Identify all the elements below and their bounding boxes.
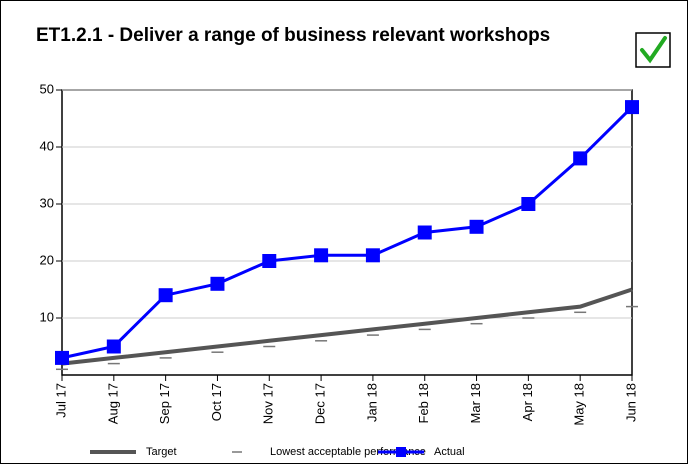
series-line [61,287,633,366]
point [365,248,380,263]
y-tick-label: 10 [40,309,54,324]
x-tick-label: Nov 17 [261,383,276,424]
y-tick-label: 20 [40,252,54,267]
y-tick-label: 50 [40,81,54,96]
x-tick-label: Aug 17 [105,383,120,424]
status-icon [635,32,671,68]
point [573,151,588,166]
legend-label: Actual [434,446,465,458]
point [210,276,225,291]
x-tick-label: Jan 18 [364,383,379,422]
point [469,219,484,234]
point [417,225,432,240]
x-tick-label: Jun 18 [623,383,638,422]
x-tick-label: Sep 17 [157,383,172,424]
point [314,248,329,263]
y-tick-label: 30 [40,195,54,210]
legend-label: Target [146,446,177,458]
x-tick-label: Feb 18 [416,383,431,423]
point [106,339,121,354]
legend-swatch [396,447,406,457]
chart-title: ET1.2.1 - Deliver a range of business re… [36,25,550,46]
point [625,100,639,115]
x-tick-label: Jul 17 [53,383,68,418]
x-tick-label: Apr 18 [520,383,535,421]
y-tick-label: 40 [40,138,54,153]
point [158,288,173,303]
x-tick-label: Oct 17 [209,383,224,421]
x-tick-label: Mar 18 [468,383,483,423]
series-line [61,106,634,360]
legend-label: Lowest acceptable performance [270,446,426,458]
x-tick-label: Dec 17 [313,383,328,424]
point [262,254,277,268]
point [55,350,69,365]
point [521,197,536,211]
x-tick-label: May 18 [572,383,587,426]
